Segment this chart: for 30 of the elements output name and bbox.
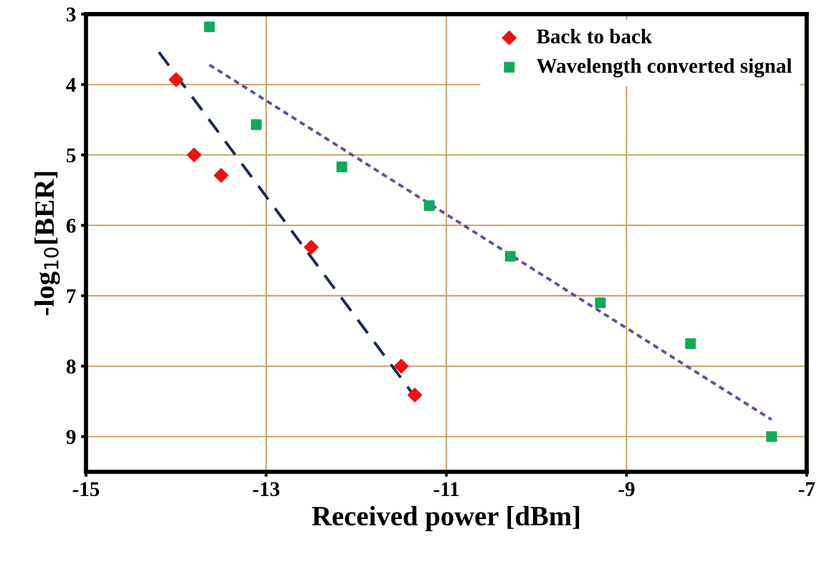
y-tick-label: 8 — [66, 360, 76, 374]
point — [250, 119, 262, 130]
point — [204, 21, 215, 32]
x-axis-title: Received power [dBm] — [312, 506, 580, 532]
point — [168, 72, 184, 87]
y-tick-label: 6 — [66, 218, 76, 233]
point — [685, 338, 696, 349]
point — [214, 168, 228, 183]
y-tick-label: 7 — [67, 289, 76, 303]
point — [336, 162, 348, 172]
point — [304, 240, 319, 254]
y-tick-label: 5 — [66, 148, 76, 162]
y-tick-label: 9 — [66, 430, 76, 444]
y-tick-label: 4 — [66, 78, 76, 92]
x-tick-label: -15 — [72, 482, 100, 496]
point — [424, 200, 435, 211]
point — [766, 431, 777, 442]
point — [408, 388, 422, 402]
point — [394, 358, 409, 374]
y-axis-title: -log$_{10}$[BER] — [34, 172, 60, 316]
legend-label: Wavelength converted signal — [536, 58, 792, 78]
point — [186, 148, 202, 162]
x-tick-label: -9 — [618, 482, 634, 496]
x-tick-label: -11 — [434, 482, 459, 496]
point — [595, 297, 606, 308]
y-tick-label: 3 — [66, 8, 76, 22]
x-tick-label: -7 — [798, 482, 815, 496]
legend-label: Back to back — [536, 28, 652, 44]
x-tick-label: -13 — [253, 482, 280, 496]
point — [504, 250, 516, 262]
